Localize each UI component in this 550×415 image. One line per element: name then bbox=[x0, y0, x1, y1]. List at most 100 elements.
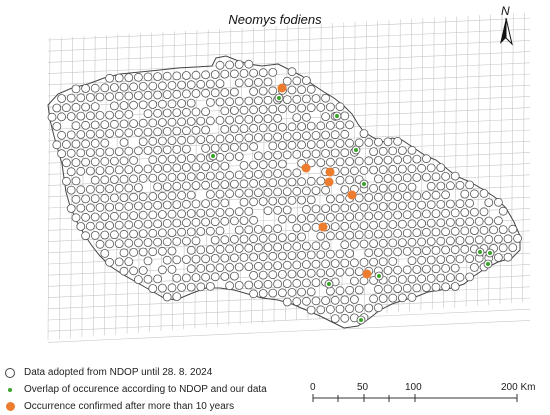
ndop-circle bbox=[493, 253, 503, 262]
ndop-circle bbox=[316, 231, 326, 241]
ndop-circle bbox=[388, 238, 398, 248]
ndop-circle bbox=[210, 217, 220, 227]
ndop-circle bbox=[172, 126, 182, 136]
ndop-circle bbox=[90, 120, 100, 130]
ndop-circle bbox=[258, 233, 268, 243]
ndop-circle bbox=[205, 245, 215, 255]
ndop-circle bbox=[229, 216, 239, 226]
ndop-circle bbox=[181, 144, 191, 154]
ndop-circle bbox=[105, 184, 114, 194]
ndop-circle bbox=[349, 295, 359, 304]
ndop-circle bbox=[129, 155, 139, 165]
ndop-circle bbox=[335, 249, 345, 259]
ndop-circle bbox=[138, 229, 148, 239]
ndop-circle bbox=[81, 139, 90, 149]
ndop-circle bbox=[167, 264, 177, 274]
ndop-circle bbox=[321, 259, 331, 269]
ndop-circle bbox=[258, 123, 268, 133]
ndop-circle bbox=[210, 180, 220, 190]
ndop-circle bbox=[76, 166, 86, 176]
ndop-circle bbox=[234, 170, 244, 180]
ndop-circle bbox=[378, 220, 388, 230]
ndop-circle bbox=[354, 303, 364, 313]
ndop-circle bbox=[263, 261, 273, 271]
ndop-circle bbox=[325, 249, 335, 259]
ndop-circle bbox=[215, 134, 225, 144]
ndop-circle bbox=[239, 234, 249, 244]
ndop-circle bbox=[373, 211, 383, 221]
ndop-circle bbox=[268, 288, 278, 298]
ndop-circle bbox=[297, 195, 307, 205]
ndop-circle bbox=[311, 94, 321, 103]
ndop-circle bbox=[445, 273, 455, 283]
ndop-circle bbox=[138, 173, 148, 183]
ndop-circle bbox=[133, 146, 143, 156]
ndop-circle bbox=[225, 97, 235, 107]
ndop-circle bbox=[172, 292, 182, 302]
ndop-circle bbox=[90, 138, 100, 148]
ndop-circle bbox=[316, 139, 326, 149]
ndop-circle bbox=[57, 94, 66, 103]
ndop-circle bbox=[287, 251, 297, 261]
ndop-circle bbox=[369, 147, 379, 157]
ndop-circle bbox=[388, 275, 398, 285]
ndop-circle bbox=[412, 191, 422, 201]
ndop-circle bbox=[105, 221, 114, 230]
ndop-circle bbox=[393, 210, 403, 220]
ndop-circle bbox=[373, 284, 383, 294]
ndop-circle bbox=[292, 113, 302, 122]
ndop-circle bbox=[177, 117, 187, 127]
ndop-circle bbox=[335, 157, 345, 167]
map-title: Neomys fodiens bbox=[228, 12, 322, 27]
ndop-circle bbox=[167, 283, 177, 293]
ndop-circle bbox=[397, 164, 407, 174]
ndop-circle bbox=[301, 149, 311, 159]
ndop-circle bbox=[153, 200, 163, 210]
ndop-circle bbox=[465, 272, 475, 282]
ndop-circle bbox=[397, 201, 407, 211]
ndop-circle bbox=[47, 112, 57, 122]
ndop-circle bbox=[239, 197, 249, 207]
ndop-circle bbox=[273, 242, 283, 252]
legend-label: Data adopted from NDOP until 28. 8. 2024 bbox=[24, 367, 213, 378]
ndop-circle bbox=[412, 209, 422, 219]
ndop-circle bbox=[172, 273, 182, 283]
ndop-circle bbox=[263, 206, 273, 216]
ndop-circle bbox=[311, 149, 321, 159]
ndop-circle bbox=[263, 132, 273, 142]
ndop-circle bbox=[369, 294, 379, 304]
north-label: N bbox=[501, 4, 510, 18]
ndop-circle bbox=[167, 81, 177, 90]
ndop-circle bbox=[345, 120, 355, 130]
ndop-circle bbox=[244, 59, 254, 69]
ndop-circle bbox=[378, 146, 388, 156]
ndop-circle bbox=[239, 105, 249, 115]
ndop-circle bbox=[124, 146, 134, 156]
ndop-circle bbox=[133, 201, 143, 211]
ndop-circle bbox=[354, 267, 364, 277]
ndop-circle bbox=[167, 154, 177, 164]
ndop-circle bbox=[282, 187, 292, 197]
ndop-circle bbox=[297, 214, 307, 223]
ndop-circle bbox=[273, 261, 283, 271]
ndop-circle bbox=[157, 81, 167, 91]
ndop-circle bbox=[407, 237, 417, 247]
ndop-circle bbox=[287, 195, 297, 205]
ndop-circle bbox=[215, 116, 225, 125]
ndop-circle bbox=[129, 247, 139, 257]
ndop-circle bbox=[297, 122, 307, 131]
ndop-circle bbox=[393, 136, 403, 146]
ndop-circle bbox=[196, 116, 206, 126]
ndop-circle bbox=[378, 183, 388, 193]
ndop-circle bbox=[157, 173, 167, 183]
ndop-circle bbox=[90, 157, 100, 167]
ndop-circle bbox=[110, 101, 119, 111]
ndop-circle bbox=[321, 112, 331, 121]
ndop-circle bbox=[436, 273, 446, 283]
ndop-circle bbox=[503, 252, 513, 262]
ndop-circle bbox=[191, 254, 201, 264]
ndop-circle bbox=[177, 209, 187, 219]
ndop-circle bbox=[143, 72, 153, 82]
ndop-circle bbox=[66, 112, 76, 121]
